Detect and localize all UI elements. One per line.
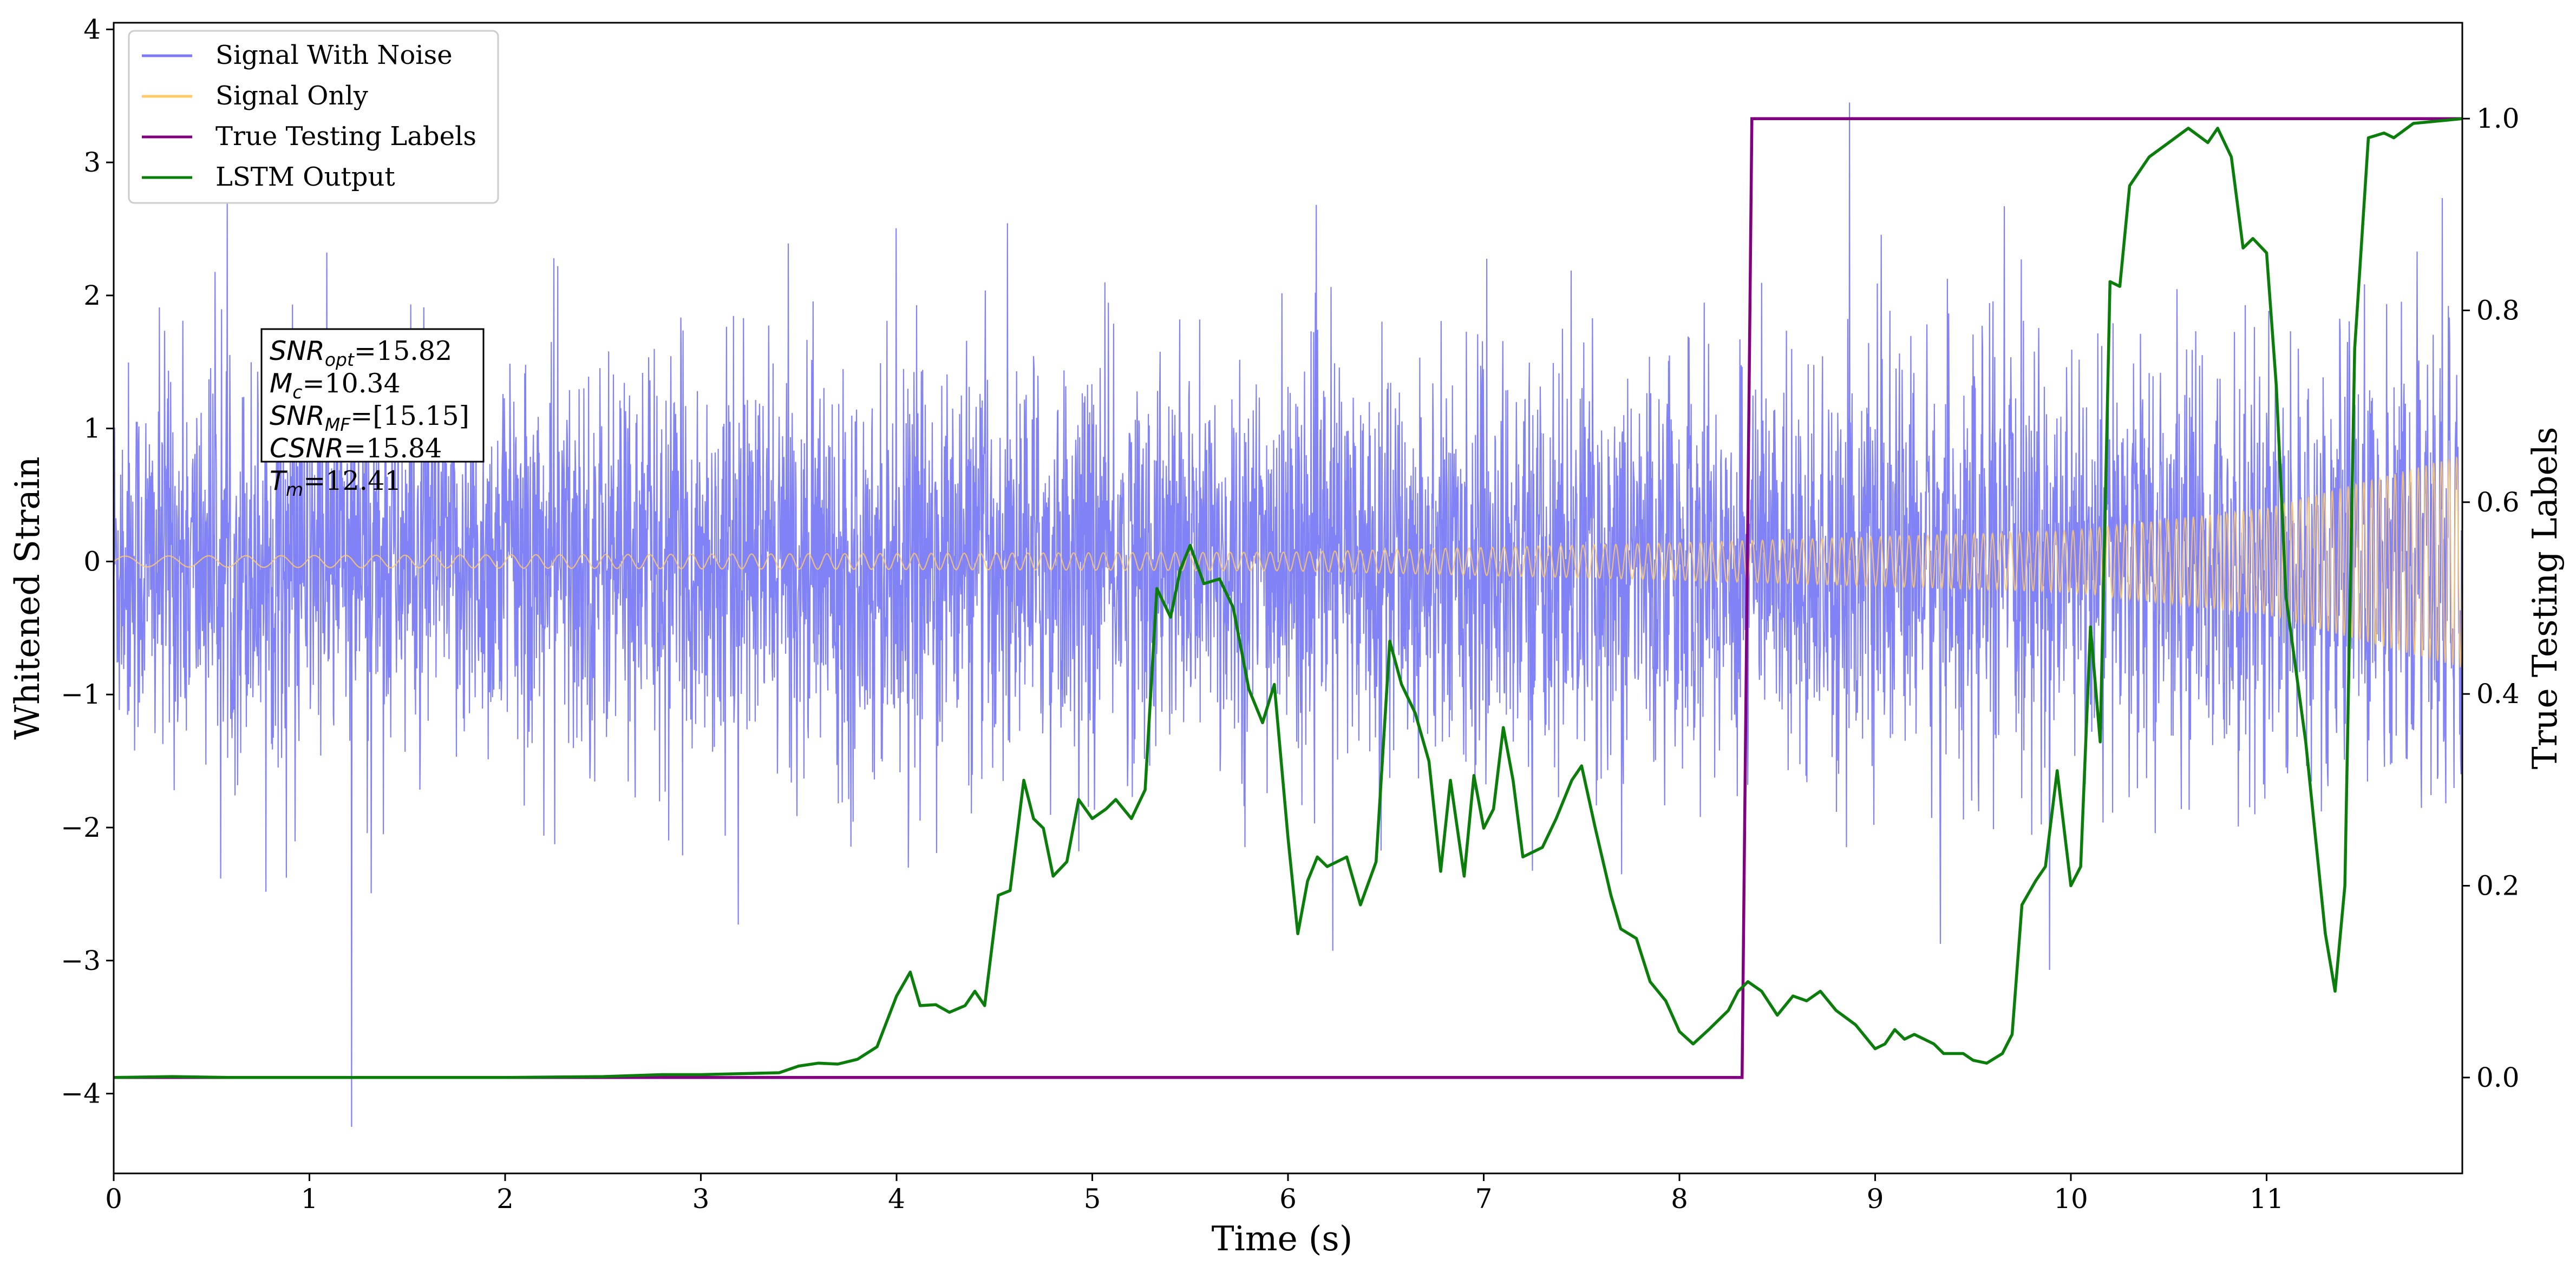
series-true-testing-labels xyxy=(114,117,2462,1079)
series-lstm-output xyxy=(114,117,2462,1079)
y-right-tick-label: 0.4 xyxy=(2476,678,2520,710)
x-tick-label: 4 xyxy=(888,1183,905,1215)
legend-label-signal-only: Signal Only xyxy=(215,81,368,111)
y-left-tick-label: 3 xyxy=(83,147,101,178)
legend-label-signal-with-noise: Signal With Noise xyxy=(215,40,453,70)
x-tick-label: 11 xyxy=(2250,1183,2284,1215)
y-left-tick-label: 0 xyxy=(83,546,101,577)
series-signal-only xyxy=(114,456,2462,667)
stat-tm: Tm=12.41 xyxy=(270,465,401,500)
y-right-tick-label: 0.0 xyxy=(2476,1062,2520,1093)
y-left-tick-label: −4 xyxy=(61,1078,101,1110)
y-left-tick-label: −1 xyxy=(61,679,101,710)
stats-annotation-box xyxy=(260,328,485,463)
y-axis-right: 0.0 0.2 0.4 0.6 0.8 1.0 xyxy=(2462,103,2520,1093)
y-axis-right-label: True Testing Labels xyxy=(2525,427,2565,770)
y-left-tick-label: −2 xyxy=(61,812,101,843)
y-right-tick-label: 0.6 xyxy=(2476,487,2520,518)
stat-csnr: CSNR=15.84 xyxy=(270,433,442,464)
y-left-tick-label: −3 xyxy=(61,945,101,976)
y-left-tick-label: 4 xyxy=(83,14,101,45)
legend-label-lstm-output: LSTM Output xyxy=(215,162,395,192)
plot-area xyxy=(114,102,2462,1127)
x-tick-label: 7 xyxy=(1475,1183,1493,1215)
x-tick-label: 9 xyxy=(1867,1183,1884,1215)
y-left-tick-label: 1 xyxy=(83,413,101,444)
x-tick-label: 3 xyxy=(692,1183,710,1215)
legend-box xyxy=(128,30,499,204)
stat-snr-mf: SNRMF=[15.15] xyxy=(270,401,469,435)
x-tick-label: 5 xyxy=(1084,1183,1101,1215)
x-axis: 0 1 2 3 4 5 6 7 8 9 10 11 xyxy=(105,1173,2284,1215)
y-right-tick-label: 0.8 xyxy=(2476,295,2520,326)
stat-snr-opt: SNRopt=15.82 xyxy=(270,336,452,370)
y-right-tick-label: 0.2 xyxy=(2476,870,2520,902)
x-tick-label: 2 xyxy=(496,1183,514,1215)
stats-annotation: SNRopt=15.82 Mc=10.34 SNRMF=[15.15] CSNR… xyxy=(260,328,485,500)
legend-label-true-testing-labels: True Testing Labels xyxy=(215,121,476,152)
stat-mc: Mc=10.34 xyxy=(270,368,401,403)
y-axis-left-label: Whitened Strain xyxy=(8,456,47,739)
x-tick-label: 6 xyxy=(1279,1183,1297,1215)
y-axis-left: −4 −3 −2 −1 0 1 2 3 4 xyxy=(61,14,114,1110)
y-left-tick-label: 2 xyxy=(83,280,101,311)
x-axis-label: Time (s) xyxy=(1212,1219,1353,1258)
y-right-tick-label: 1.0 xyxy=(2476,103,2520,134)
x-tick-label: 8 xyxy=(1671,1183,1688,1215)
x-tick-label: 1 xyxy=(301,1183,318,1215)
legend: Signal With Noise Signal Only True Testi… xyxy=(128,30,499,204)
x-tick-label: 0 xyxy=(105,1183,122,1215)
x-tick-label: 10 xyxy=(2054,1183,2088,1215)
